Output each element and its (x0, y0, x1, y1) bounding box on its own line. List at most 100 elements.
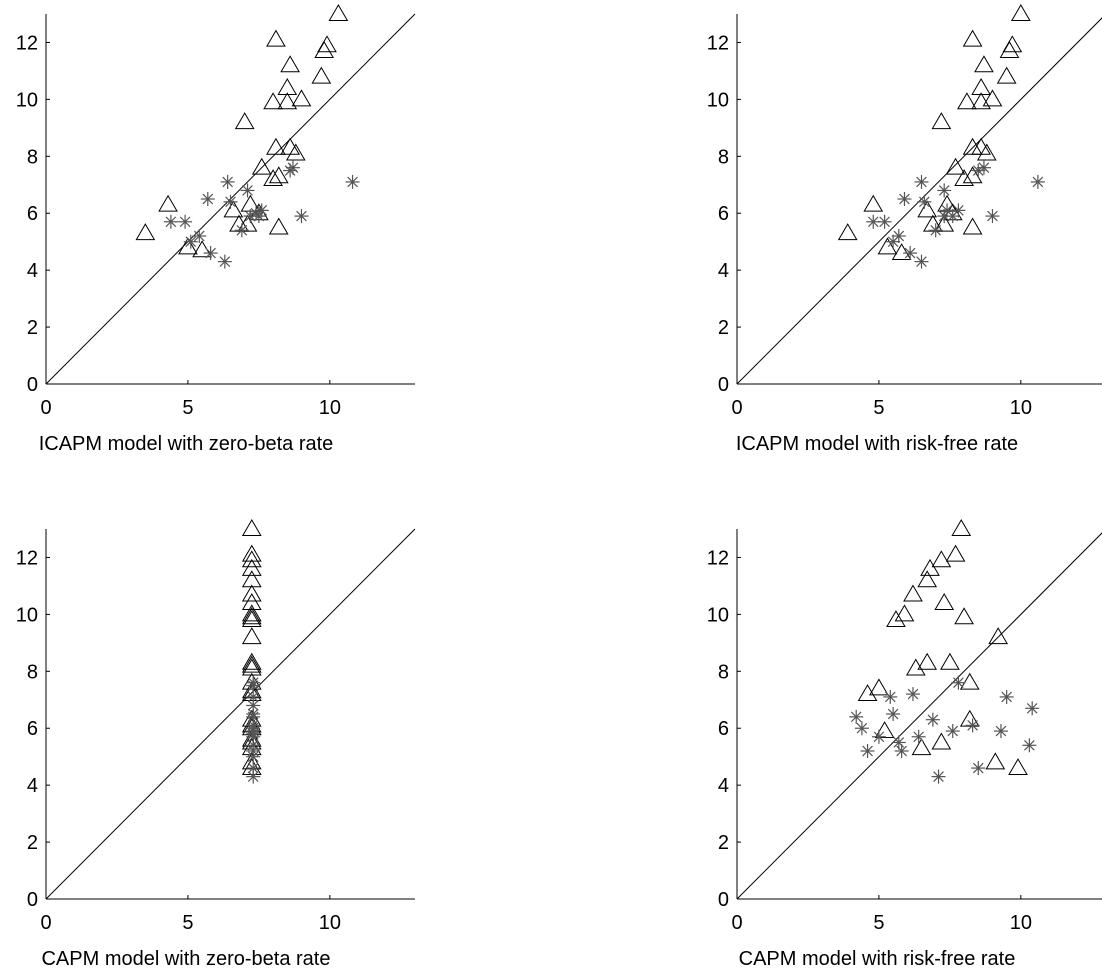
star-stroke (247, 762, 259, 774)
triangle-marker (241, 570, 262, 588)
triangle-marker (241, 607, 262, 625)
triangle-marker (266, 29, 286, 47)
triangle-marker (959, 672, 980, 690)
triangle-marker (223, 200, 244, 218)
star-marker (971, 163, 986, 178)
triangle-marker (922, 214, 943, 232)
triangle-marker (905, 658, 926, 676)
star-marker (945, 724, 960, 739)
triangle-marker (999, 41, 1020, 58)
triangle-marker (328, 4, 349, 21)
triangle-marker (863, 194, 884, 212)
star-stroke (884, 691, 896, 703)
star-marker (897, 192, 912, 206)
triangle-marker (241, 519, 262, 536)
star-marker (251, 209, 266, 224)
star-marker (883, 689, 898, 704)
triangle-marker (837, 223, 858, 241)
y-tick-label: 8 (718, 661, 729, 683)
scatter-panel-icapm-zero-beta: ICAPM model with zero-beta rate 0 2 4 6 8 10 1… (16, 4, 416, 455)
star-stroke (867, 216, 879, 228)
triangle-marker (931, 732, 952, 750)
scatter-panel-capm-zero-beta: CAPM model with zero-beta rate 0 2 4 6 8 10 12… (16, 519, 416, 970)
triangle-marker (971, 78, 991, 95)
y-tick-label: 8 (27, 661, 38, 683)
x-tick-label: 5 (873, 912, 884, 934)
x-tick-label: 10 (1010, 912, 1032, 934)
star-stroke (862, 745, 873, 757)
star-marker (192, 229, 207, 243)
diagonal-line (45, 528, 416, 900)
y-tick-label: 10 (707, 89, 729, 111)
star-stroke (193, 230, 205, 242)
star-stroke (904, 247, 916, 259)
triangle-marker (192, 240, 212, 258)
star-stroke (236, 224, 248, 236)
star-stroke (1026, 702, 1038, 714)
star-stroke (893, 737, 905, 748)
triangle-marker (945, 157, 966, 175)
x-tick-label: 5 (182, 912, 193, 934)
star-stroke (930, 224, 942, 236)
star-marker (877, 214, 892, 229)
star-marker (976, 160, 991, 175)
star-stroke (916, 176, 927, 188)
triangle-marker (934, 214, 955, 232)
diagonal-line (736, 532, 1102, 900)
star-stroke (967, 720, 978, 731)
star-marker (1025, 701, 1040, 716)
scatter-panel-icapm-risk-free: ICAPM model with risk-free rate 0 2 4 6 8 10 1… (707, 4, 1102, 455)
y-tick-label: 12 (707, 32, 729, 54)
y-tick-label: 0 (718, 889, 729, 911)
triangle-marker (988, 627, 1009, 645)
star-marker (931, 769, 946, 784)
x-tick-label: 0 (40, 912, 51, 934)
triangle-marker (241, 604, 262, 622)
triangle-marker (931, 550, 952, 568)
y-tick-label: 8 (27, 146, 38, 168)
triangle-marker (311, 66, 332, 84)
y-tick-label: 10 (16, 89, 38, 111)
star-marker (905, 687, 920, 702)
y-tick-label: 4 (718, 775, 729, 797)
y-tick-label: 10 (16, 604, 38, 626)
triangle-marker (920, 558, 940, 576)
triangle-marker (241, 627, 262, 645)
star-marker (951, 203, 966, 218)
star-stroke (247, 700, 259, 711)
star-stroke (1032, 176, 1044, 188)
star-marker (925, 712, 940, 727)
star-marker (891, 229, 906, 243)
scatter-panel-capm-risk-free: CAPM model with risk-free rate 0 2 4 6 8 10 12… (707, 519, 1102, 970)
triangle-marker (971, 92, 991, 110)
triangle-marker (241, 658, 262, 676)
star-marker (886, 707, 901, 721)
triangle-marker (268, 217, 289, 235)
triangle-marker (962, 217, 983, 235)
triangle-marker (886, 610, 906, 628)
star-marker (200, 192, 215, 206)
triangle-marker (178, 237, 198, 255)
star-stroke (202, 193, 214, 205)
triangle-marker (241, 610, 262, 628)
star-stroke (1024, 739, 1035, 751)
star-stroke (856, 722, 868, 734)
star-marker (234, 223, 249, 238)
x-tick-label: 10 (319, 912, 341, 934)
star-stroke (219, 256, 231, 267)
star-marker (178, 214, 193, 229)
star-marker (849, 709, 864, 724)
y-tick-label: 4 (27, 775, 38, 797)
triangle-marker (877, 237, 898, 255)
star-stroke (953, 677, 964, 689)
triangle-marker (962, 29, 983, 47)
star-stroke (850, 711, 862, 723)
star-marker (246, 761, 261, 776)
star-stroke (933, 771, 944, 782)
triangle-marker (903, 584, 923, 602)
triangle-marker (263, 169, 283, 187)
star-stroke (247, 691, 259, 703)
star-marker (971, 761, 986, 776)
star-marker (860, 744, 875, 758)
triangle-marker (957, 92, 977, 110)
